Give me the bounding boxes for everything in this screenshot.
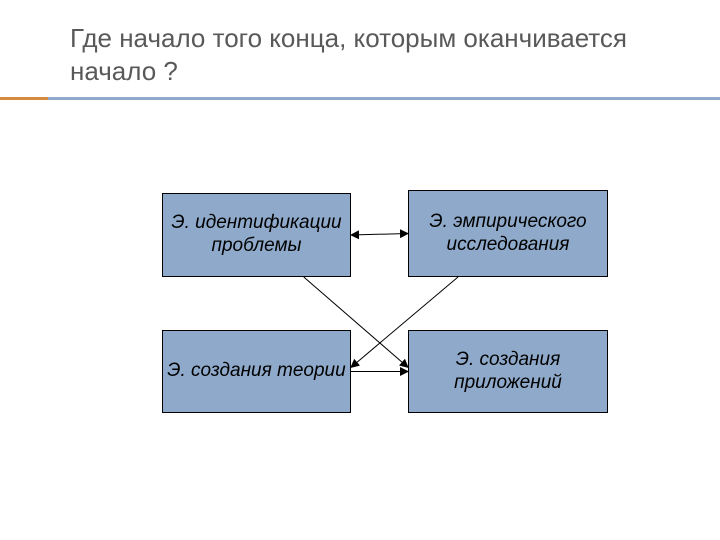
accent-line xyxy=(0,97,720,100)
flowchart-edge xyxy=(351,234,408,236)
flowchart-node: Э. эмпирического исследования xyxy=(408,190,608,277)
flowchart-node-label: Э. эмпирического исследования xyxy=(413,211,603,257)
flowchart-node: Э. идентификации проблемы xyxy=(162,193,351,277)
flowchart-node: Э. создания приложений xyxy=(408,330,608,413)
slide-title: Где начало того конца, которым оканчивае… xyxy=(70,22,680,87)
accent-line-left xyxy=(0,97,48,100)
flowchart-node-label: Э. создания теории xyxy=(167,360,345,383)
slide-title-area: Где начало того конца, которым оканчивае… xyxy=(70,22,680,87)
flowchart-node-label: Э. создания приложений xyxy=(413,349,603,395)
accent-line-right xyxy=(48,97,720,100)
flowchart-node: Э. создания теории xyxy=(162,330,351,413)
flowchart-node-label: Э. идентификации проблемы xyxy=(167,212,346,258)
